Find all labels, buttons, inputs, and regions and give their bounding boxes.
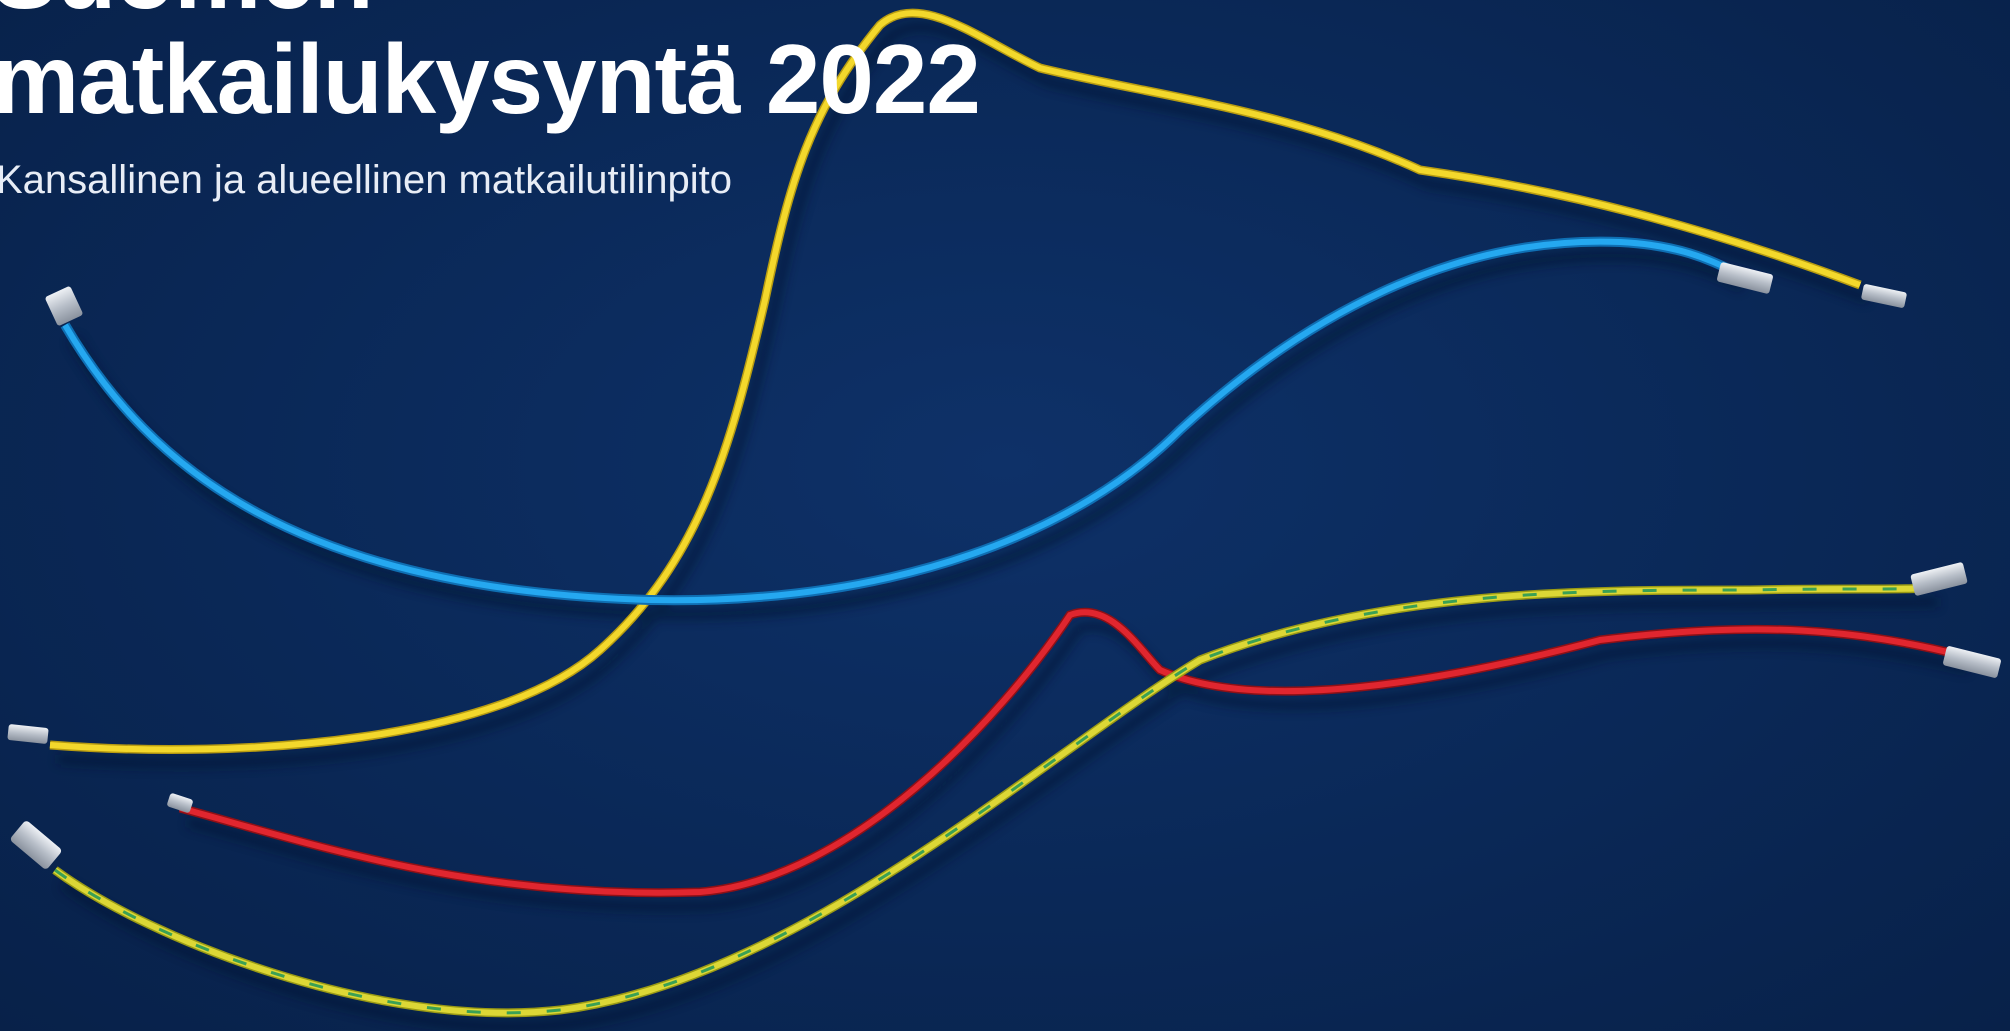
blue-wire bbox=[45, 236, 1773, 606]
yellow-wire bbox=[7, 8, 1907, 755]
wire-terminal bbox=[1861, 284, 1907, 308]
report-subtitle: Kansallinen ja alueellinen matkailutilin… bbox=[0, 158, 733, 202]
wire-terminal bbox=[1717, 262, 1773, 294]
red-wire bbox=[167, 607, 2001, 898]
wire-terminal bbox=[167, 793, 193, 813]
wire-terminal bbox=[10, 821, 62, 869]
report-title: Suomen matkailukysyntä 2022 bbox=[0, 0, 981, 134]
wire-terminal bbox=[45, 286, 83, 326]
wire-terminal bbox=[1943, 646, 2001, 678]
wire-terminal bbox=[1910, 562, 1968, 596]
report-title-line-2: matkailukysyntä 2022 bbox=[0, 24, 981, 134]
striped-wire bbox=[10, 562, 1968, 1018]
wire-terminal bbox=[7, 724, 49, 744]
report-title-line-1: Suomen bbox=[0, 0, 980, 27]
